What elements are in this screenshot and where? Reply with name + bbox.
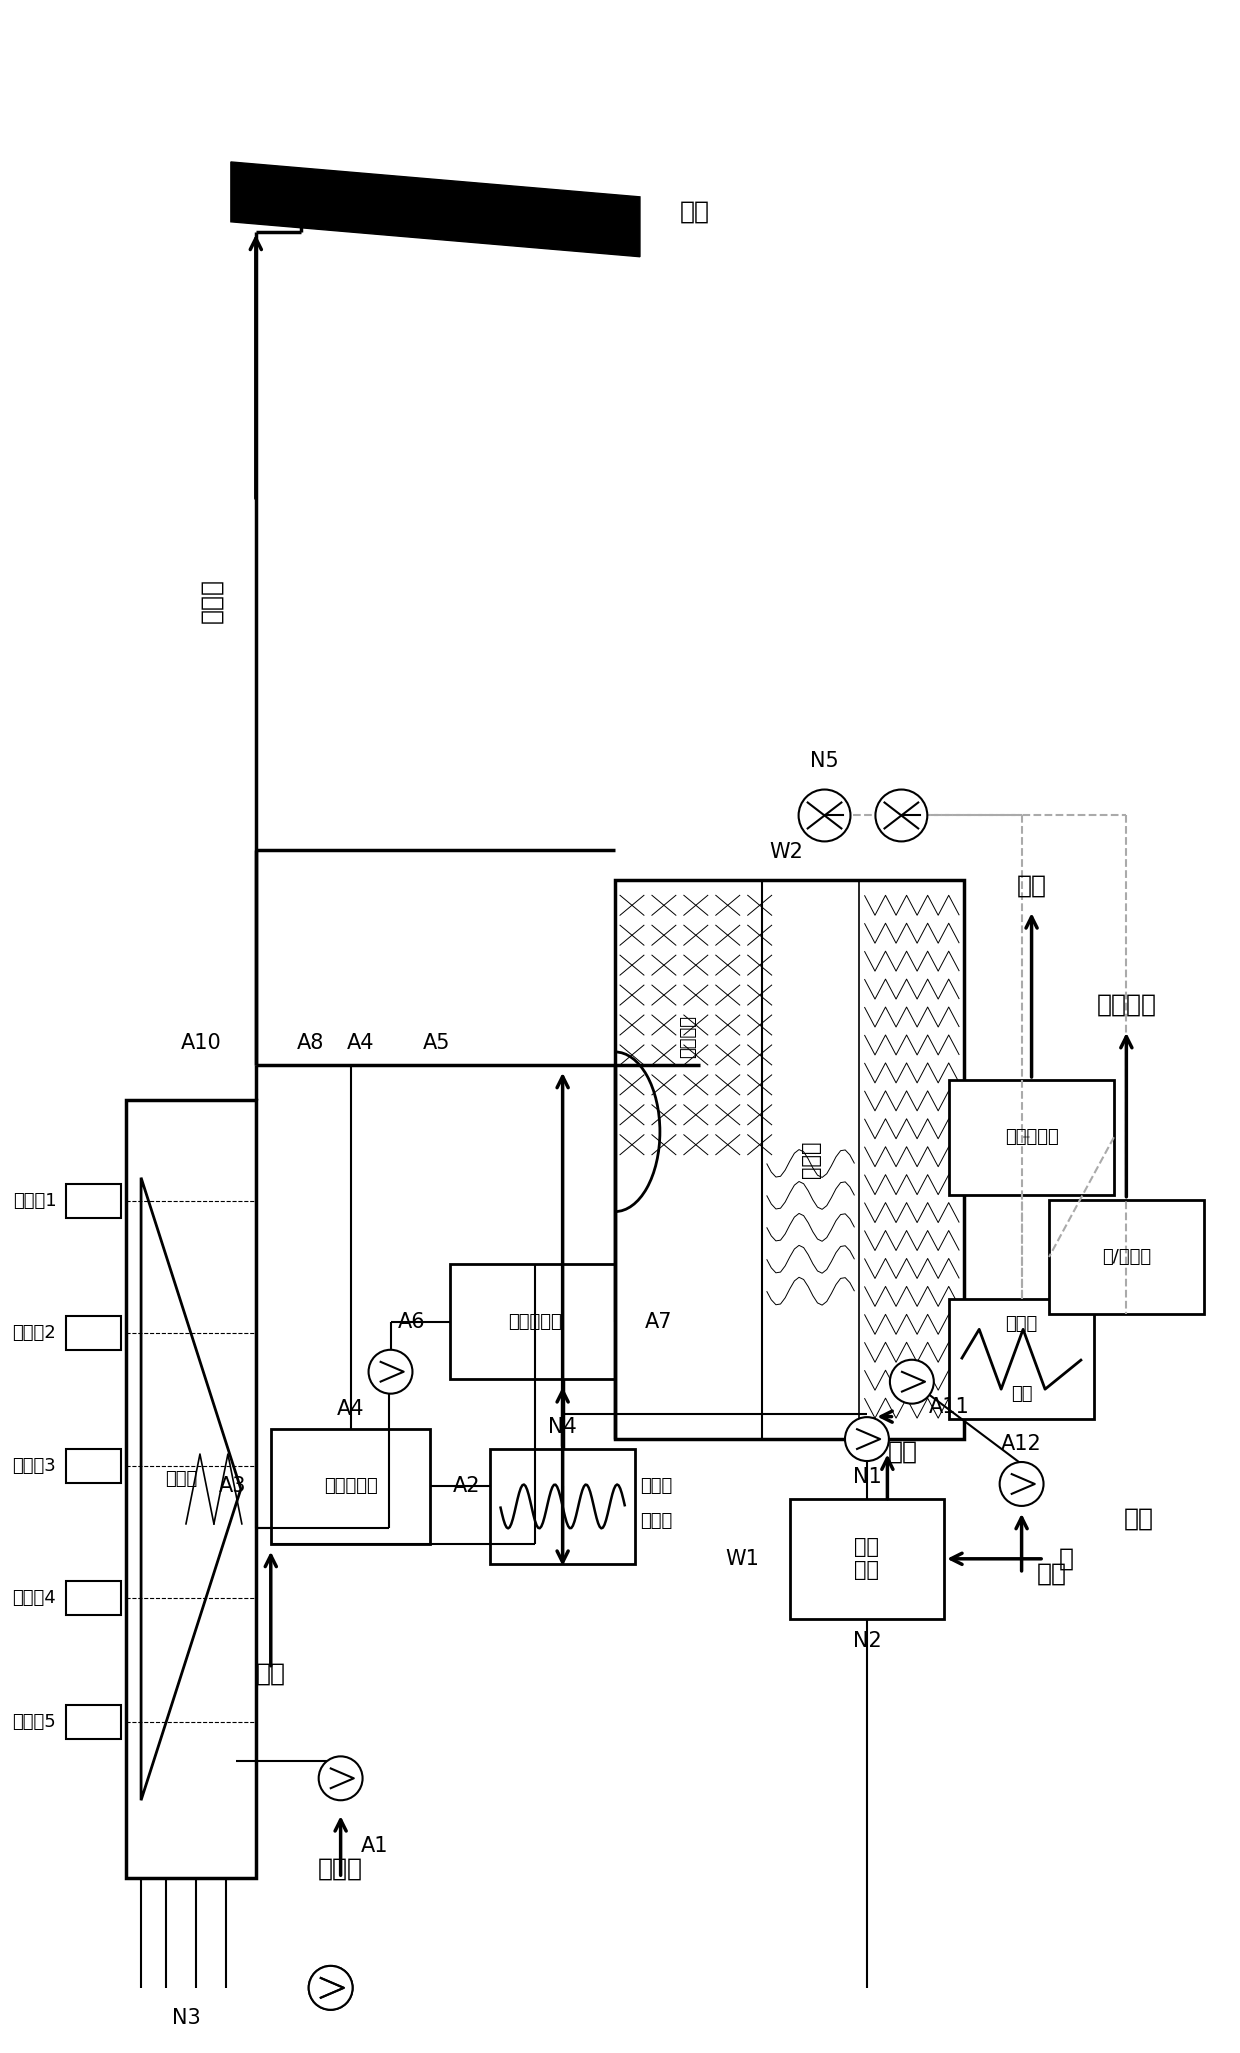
Text: N1: N1 — [853, 1468, 882, 1486]
Circle shape — [890, 1359, 934, 1404]
Bar — [950, 1300, 1094, 1419]
Circle shape — [309, 1967, 352, 2010]
Text: N2: N2 — [853, 1630, 882, 1651]
Bar — [66, 1316, 122, 1351]
Text: 燃烧器: 燃烧器 — [165, 1470, 197, 1488]
Text: 水: 水 — [1059, 1546, 1074, 1571]
Circle shape — [368, 1349, 413, 1394]
Text: A12: A12 — [1001, 1435, 1042, 1454]
Bar — [66, 1581, 122, 1616]
Text: 混合器: 混合器 — [640, 1513, 672, 1529]
Text: N5: N5 — [810, 751, 839, 770]
Bar — [950, 1080, 1114, 1195]
Bar — [490, 1449, 635, 1564]
Bar — [790, 1499, 945, 1618]
Text: 换热器: 换热器 — [1006, 1316, 1038, 1332]
Text: W1: W1 — [725, 1548, 760, 1568]
Text: A4: A4 — [337, 1400, 365, 1419]
Bar — [1049, 1199, 1204, 1314]
Text: 水洗系统: 水洗系统 — [680, 1016, 697, 1057]
Text: 废液
储罐: 废液 储罐 — [854, 1538, 879, 1581]
Text: A8: A8 — [298, 1033, 325, 1053]
Bar — [615, 881, 965, 1439]
Circle shape — [875, 790, 928, 842]
Text: 喷射点4: 喷射点4 — [12, 1589, 56, 1607]
Text: A3: A3 — [218, 1476, 246, 1497]
Text: A2: A2 — [453, 1476, 480, 1497]
Circle shape — [319, 1757, 362, 1800]
Text: 空气: 空气 — [1123, 1507, 1154, 1532]
Text: A10: A10 — [181, 1033, 221, 1053]
Text: 稀化剂: 稀化剂 — [640, 1478, 672, 1495]
Bar — [126, 1100, 255, 1878]
Text: A7: A7 — [645, 1312, 672, 1332]
Text: 烟气换热器: 烟气换热器 — [508, 1312, 562, 1330]
Text: 空气加热器: 空气加热器 — [324, 1478, 377, 1495]
Text: 净烟气: 净烟气 — [198, 579, 223, 624]
Text: W2: W2 — [770, 842, 804, 862]
Text: A11: A11 — [929, 1396, 970, 1417]
Text: 燃烧气: 燃烧气 — [319, 1856, 363, 1881]
Bar — [66, 1706, 122, 1739]
Text: 喷射点3: 喷射点3 — [12, 1458, 56, 1474]
Text: A4: A4 — [347, 1033, 374, 1053]
Circle shape — [309, 1967, 352, 2010]
Circle shape — [999, 1462, 1044, 1507]
Bar — [66, 1449, 122, 1482]
Text: 烟囱: 烟囱 — [680, 199, 709, 224]
Text: 含固废液: 含固废液 — [1096, 994, 1157, 1016]
Text: 空气: 空气 — [1011, 1386, 1033, 1402]
Circle shape — [844, 1417, 889, 1462]
Text: 脱水和干燥: 脱水和干燥 — [1004, 1129, 1059, 1146]
Text: N4: N4 — [548, 1417, 577, 1437]
Text: 空气: 空气 — [255, 1661, 285, 1686]
Text: 喷射点5: 喷射点5 — [12, 1714, 56, 1731]
Text: A1: A1 — [361, 1835, 388, 1856]
Text: 化晶: 化晶 — [1017, 873, 1047, 897]
Bar — [270, 1429, 430, 1544]
Polygon shape — [231, 162, 640, 257]
Text: 脱硫塔: 脱硫塔 — [801, 1141, 821, 1178]
Text: A5: A5 — [423, 1033, 450, 1053]
Text: 空气: 空气 — [1037, 1562, 1066, 1585]
Text: A6: A6 — [398, 1312, 425, 1332]
Bar — [450, 1265, 620, 1380]
Text: 喷射点2: 喷射点2 — [12, 1324, 56, 1343]
Text: 喷射点1: 喷射点1 — [12, 1193, 56, 1209]
Text: 空气: 空气 — [888, 1439, 918, 1464]
Text: 液/固分离: 液/固分离 — [1102, 1248, 1151, 1267]
Bar — [66, 1185, 122, 1217]
Text: N3: N3 — [171, 2008, 201, 2028]
Circle shape — [799, 790, 851, 842]
